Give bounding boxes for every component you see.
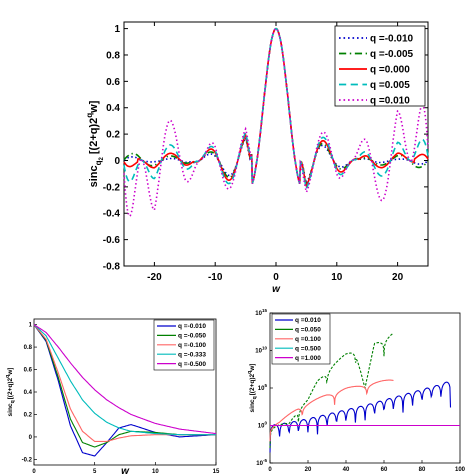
bl-series-line [33,324,217,457]
bl-y-axis-label: sincq[(2+q)2qw] [5,368,16,417]
top-series [123,27,429,218]
bl-y-tick-label: 0.8 [24,345,33,351]
top-chart: -20 -10 0 10 20 -0.8 -0.6 -0.4 -0.2 0 0.2 0.4 0.6 0.8… [85,21,429,295]
top-y-tick-label: -0.6 [103,235,121,246]
br-series [269,332,460,453]
top-series-line [123,27,429,187]
top-y-tick-label: 0 [114,156,120,167]
top-legend-label: q =0.010 [370,96,410,107]
br-y-tick-label: 10-5 [256,458,267,467]
bl-y-tick-label: 0.4 [24,390,33,396]
top-y-tick-label: 0.6 [106,77,120,88]
br-x-tick-label: 80 [419,467,426,473]
br-y-tick-label: 1010 [255,346,267,355]
bl-y-tick-label: -0.2 [22,457,33,463]
bl-x-tick-label: 10 [152,469,159,475]
br-y-tick-label: 105 [258,383,268,392]
bottom-right-chart: 0 20 40 60 80 100 10-5 100 105 1010 1015 sincq[(2+… [247,308,466,473]
top-x-tick-label: 0 [273,272,279,283]
br-legend-label: q =0.050 [295,327,321,334]
bl-ticks: 0 5 10 15 -0.2 0 0.2 0.4 0.6 0.8 1 [22,323,220,475]
bl-y-tick-label: 0.6 [24,368,33,374]
top-series-line [123,27,429,186]
bl-legend-label: q =-0.010 [178,323,206,330]
top-legend-label: q =0.005 [370,80,410,91]
br-legend-label: q =0.100 [295,336,321,343]
bl-series-line [33,324,216,436]
svg-text:sincq2[(2+q)2qw]: sincq2[(2+q)2qw] [85,100,105,187]
top-x-tick-label: 10 [331,272,343,283]
svg-text:sincq[(2+q)2qw]: sincq[(2+q)2qw] [5,368,16,417]
top-ticks: -20 -10 0 10 20 -0.8 -0.6 -0.4 -0.2 0 0.2 0.4 0.6 0.8… [103,22,428,283]
top-y-tick-label: -0.2 [103,182,121,193]
br-legend-label: q =0.010 [295,317,321,324]
br-y-axis-label: sincq[(2+q)2qw] [247,364,258,413]
br-x-tick-label: 0 [268,467,272,473]
br-series-line [269,381,452,453]
svg-text:sincq[(2+q)2qw]: sincq[(2+q)2qw] [247,364,258,413]
br-x-tick-label: 100 [455,467,466,473]
top-y-axis-label: sincq2[(2+q)2qw] [85,100,105,187]
br-ticks: 0 20 40 60 80 100 10-5 100 105 1010 1015 [255,308,465,473]
bl-x-tick-label: 0 [32,469,36,475]
br-y-tick-label: 1015 [255,308,267,317]
top-x-tick-label: -20 [147,272,162,283]
br-y-tick-label: 100 [258,421,268,430]
bl-series-line [33,324,217,435]
top-y-tick-label: -0.8 [103,262,121,273]
top-y-tick-label: 1 [114,24,120,35]
top-x-tick-label: 20 [392,272,404,283]
top-series-line [123,27,429,191]
bl-legend-label: q =-0.500 [178,361,206,368]
bl-y-tick-label: 1 [29,323,33,329]
bl-x-axis-label: w [121,466,130,475]
bl-legend-label: q =-0.050 [178,333,206,340]
top-y-tick-label: 0.8 [106,50,120,61]
top-legend-label: q =-0.010 [370,34,414,45]
top-y-tick-label: 0.4 [106,103,120,114]
br-series-line [269,332,394,449]
br-series-line [269,379,394,442]
bl-legend-label: q =-0.333 [178,351,206,358]
bl-x-tick-label: 5 [93,469,97,475]
br-x-tick-label: 20 [305,467,312,473]
bottom-left-chart: 0 5 10 15 -0.2 0 0.2 0.4 0.6 0.8 1 sincq[(2+q)2qw]… [5,318,220,475]
bl-series [33,324,217,457]
br-x-tick-label: 60 [381,467,388,473]
top-y-tick-label: 0.2 [106,130,120,141]
top-legend-box [334,25,426,107]
bl-legend-label: q =-0.100 [178,342,206,349]
bl-legend: q =-0.010 q =-0.050 q =-0.100 q =-0.333 q =-… [153,319,215,371]
top-legend-label: q =0.000 [370,65,410,76]
bl-y-tick-label: 0 [29,435,33,441]
top-legend-label: q =-0.005 [370,49,414,60]
top-y-tick-label: -0.4 [103,209,121,220]
br-legend-label: q =1.000 [295,355,321,362]
br-legend-label: q =0.500 [295,345,321,352]
top-x-axis-label: w [272,284,281,295]
br-x-tick-label: 40 [343,467,350,473]
top-x-tick-label: -10 [208,272,223,283]
bl-y-tick-label: 0.2 [24,412,33,418]
br-legend: q =0.010 q =0.050 q =0.100 q =0.500 q =1.000 [271,313,331,365]
top-legend: q =-0.010 q =-0.005 q =0.000 q =0.005 q =0.0… [334,25,426,107]
bl-x-tick-label: 15 [213,469,220,475]
